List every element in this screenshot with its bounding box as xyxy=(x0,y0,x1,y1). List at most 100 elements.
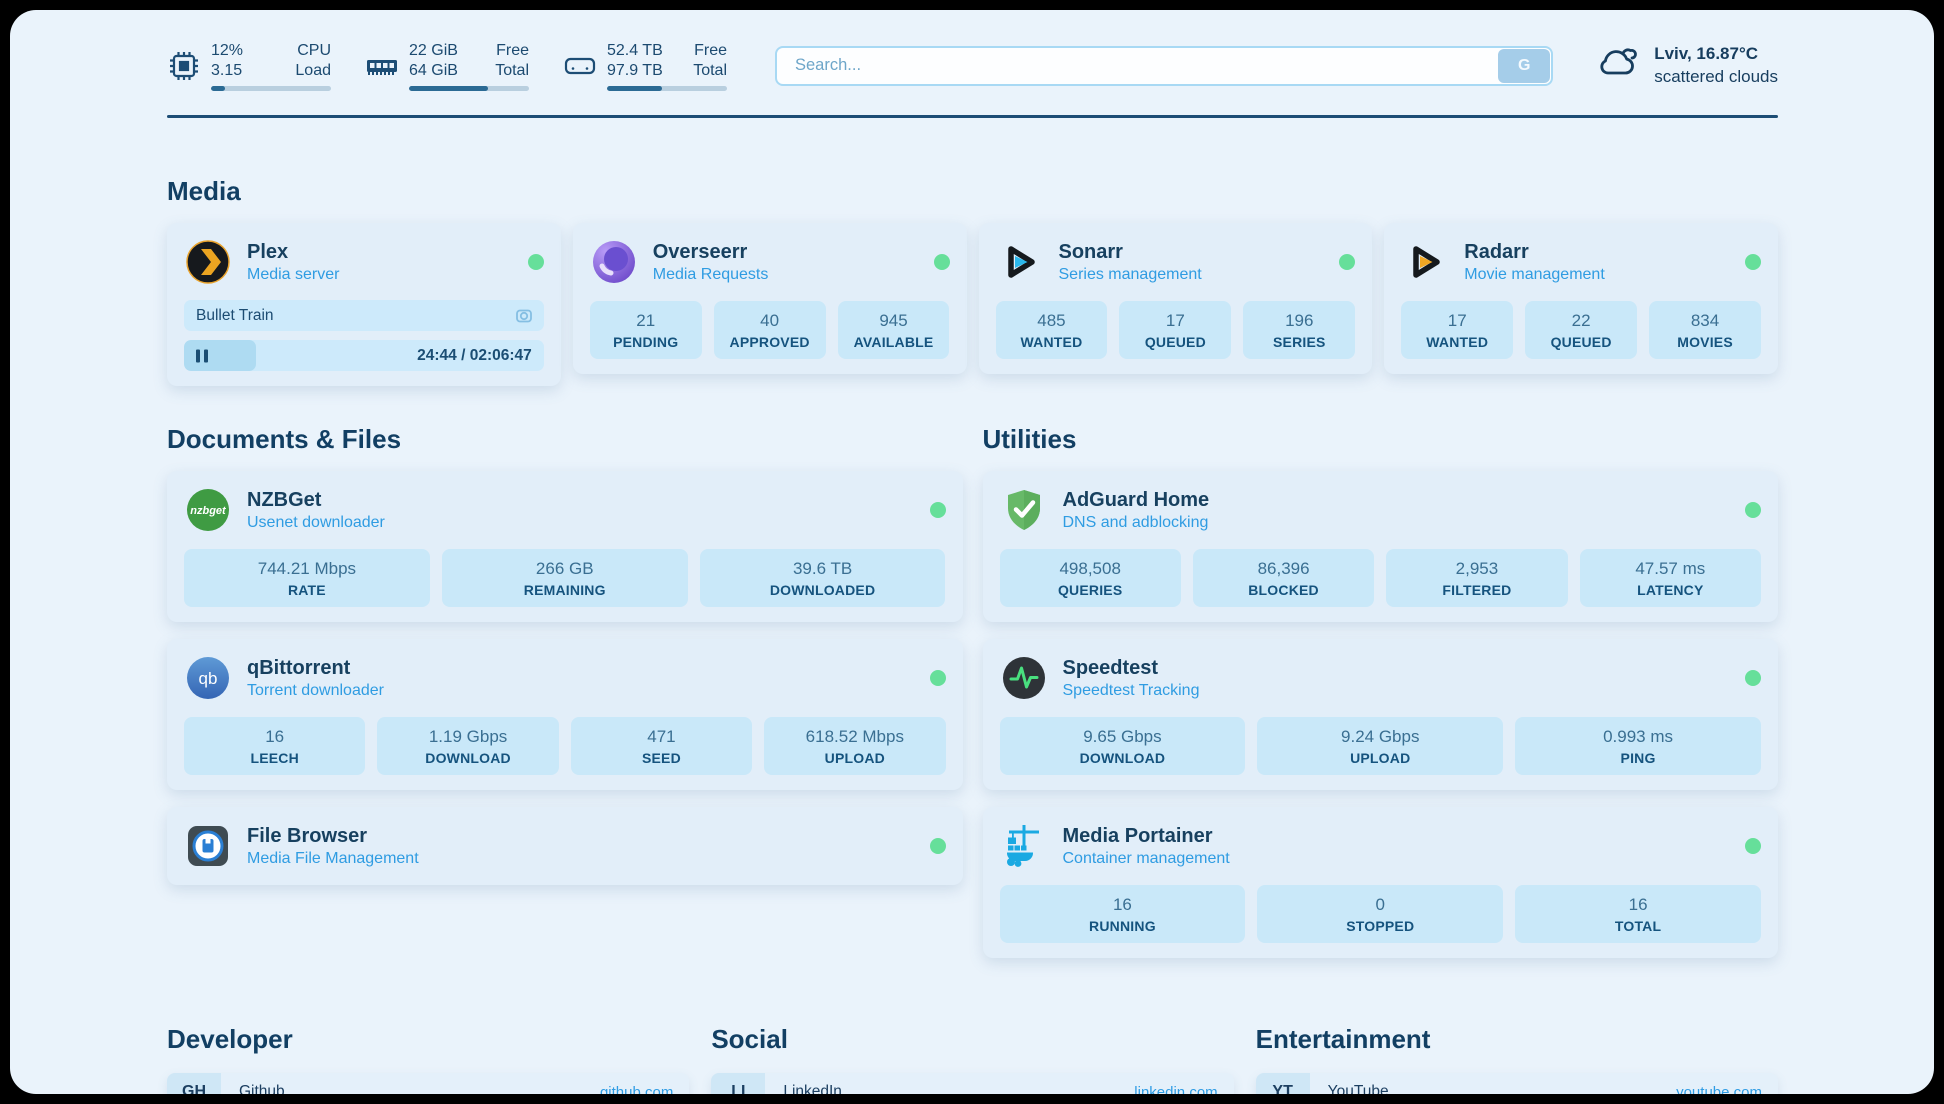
search-bar: G xyxy=(775,45,1554,86)
bookmark-github[interactable]: GH Github github.com xyxy=(167,1073,690,1095)
resource-widgets: 12% 3.15 CPU Load xyxy=(167,41,727,91)
cpu-load-label: Load xyxy=(295,61,331,79)
card-plex[interactable]: Plex Media server Bullet Train xyxy=(167,223,561,386)
disk-widget: 52.4 TB 97.9 TB Free Total xyxy=(563,41,727,91)
sonarr-icon xyxy=(996,238,1044,286)
now-playing-progress[interactable]: 24:44 / 02:06:47 xyxy=(184,340,544,371)
cpu-widget: 12% 3.15 CPU Load xyxy=(167,41,331,91)
stat-stopped: 0 STOPPED xyxy=(1257,885,1504,943)
stat-approved: 40 APPROVED xyxy=(713,301,826,359)
bookmark-name: Github xyxy=(239,1083,285,1094)
card-subtitle: Media File Management xyxy=(247,849,419,867)
stat-wanted: 485 WANTED xyxy=(995,301,1108,359)
section-heading-utilities: Utilities xyxy=(982,424,1077,454)
search-input[interactable] xyxy=(775,45,1554,86)
stat-rate: 744.21 Mbps RATE xyxy=(184,549,430,607)
bookmark-youtube[interactable]: YT YouTube youtube.com xyxy=(1255,1073,1778,1095)
card-subtitle: Series management xyxy=(1058,265,1202,283)
stat-running: 16 RUNNING xyxy=(999,885,1246,943)
bookmark-group-social: Social LI LinkedIn linkedin.com TW Twitt… xyxy=(711,1024,1234,1094)
stat-available: 945 AVAILABLE xyxy=(837,301,950,359)
stat-queries: 498,508 QUERIES xyxy=(999,549,1181,607)
disk-progress-bar xyxy=(607,85,727,91)
memory-icon xyxy=(365,49,399,83)
camera-icon[interactable] xyxy=(514,306,534,326)
stat-upload: 9.24 Gbps UPLOAD xyxy=(1257,717,1504,775)
status-dot xyxy=(527,254,544,270)
card-qbittorrent[interactable]: qb qBittorrent Torrent downloader 16 LEE… xyxy=(167,639,963,790)
status-dot xyxy=(1745,254,1761,270)
card-subtitle: Media server xyxy=(247,265,340,283)
card-title: Radarr xyxy=(1464,240,1529,263)
card-subtitle: DNS and adblocking xyxy=(1062,513,1209,531)
stat-download: 9.65 Gbps DOWNLOAD xyxy=(999,717,1246,775)
card-adguard[interactable]: AdGuard Home DNS and adblocking 498,508 … xyxy=(982,471,1778,622)
memory-total-value: 64 GiB xyxy=(409,61,458,79)
weather-condition: scattered clouds xyxy=(1654,66,1778,86)
card-title: Media Portainer xyxy=(1062,824,1213,847)
memory-free-value: 22 GiB xyxy=(409,41,458,59)
status-dot xyxy=(933,254,950,270)
header: 12% 3.15 CPU Load xyxy=(167,40,1778,91)
bookmark-url: youtube.com xyxy=(1676,1083,1762,1095)
section-heading-media: Media xyxy=(167,176,241,206)
status-dot xyxy=(929,838,946,854)
header-divider xyxy=(167,115,1778,118)
memory-progress-bar xyxy=(409,85,529,91)
search-provider-button[interactable]: G xyxy=(1498,48,1551,83)
bookmark-linkedin[interactable]: LI LinkedIn linkedin.com xyxy=(711,1073,1234,1094)
card-title: AdGuard Home xyxy=(1062,488,1210,511)
status-dot xyxy=(1745,838,1761,854)
card-portainer[interactable]: Media Portainer Container management 16 … xyxy=(982,807,1778,958)
bookmark-abbr: YT xyxy=(1255,1073,1310,1094)
section-utilities: Utilities AdGuard Home xyxy=(982,424,1778,958)
cpu-progress-bar xyxy=(211,85,331,91)
pause-icon[interactable] xyxy=(196,349,208,362)
card-filebrowser[interactable]: File Browser Media File Management xyxy=(167,807,963,885)
adguard-icon xyxy=(1000,486,1048,534)
svg-text:nzbget: nzbget xyxy=(190,505,227,517)
cpu-usage-value: 12% xyxy=(211,41,244,59)
disk-free-label: Free xyxy=(694,41,727,59)
card-overseerr[interactable]: Overseerr Media Requests 21 PENDING 40 A… xyxy=(572,223,967,374)
svg-text:qb: qb xyxy=(199,669,218,688)
disk-total-label: Total xyxy=(693,61,727,79)
card-radarr[interactable]: Radarr Movie management 17 WANTED 22 QUE… xyxy=(1384,223,1778,374)
section-heading-social: Social xyxy=(711,1024,788,1054)
stat-ping: 0.993 ms PING xyxy=(1515,717,1761,775)
stat-queued: 22 QUEUED xyxy=(1525,301,1638,359)
weather-location: Lviv, 16.87°C xyxy=(1654,43,1759,63)
status-dot xyxy=(1745,502,1761,518)
now-playing-time: 24:44 / 02:06:47 xyxy=(417,346,532,364)
radarr-icon xyxy=(1401,238,1449,286)
card-title: Plex xyxy=(247,240,289,263)
card-nzbget[interactable]: nzbget NZBGet Usenet downloader 744.21 M… xyxy=(167,471,963,622)
card-subtitle: Media Requests xyxy=(652,265,769,283)
section-heading-entertainment: Entertainment xyxy=(1255,1024,1431,1054)
card-title: Sonarr xyxy=(1058,240,1123,263)
card-subtitle: Container management xyxy=(1062,849,1230,867)
card-sonarr[interactable]: Sonarr Series management 485 WANTED 17 Q… xyxy=(978,223,1373,374)
stat-leech: 16 LEECH xyxy=(184,717,366,775)
card-title: qBittorrent xyxy=(247,656,351,679)
stat-downloaded: 39.6 TB DOWNLOADED xyxy=(699,549,946,607)
portainer-icon xyxy=(1000,822,1048,870)
section-heading-developer: Developer xyxy=(167,1024,293,1054)
status-dot xyxy=(929,502,946,518)
stat-remaining: 266 GB REMAINING xyxy=(441,549,688,607)
disk-icon xyxy=(563,49,597,83)
stat-queued: 17 QUEUED xyxy=(1119,301,1232,359)
card-speedtest[interactable]: Speedtest Speedtest Tracking 9.65 Gbps D… xyxy=(982,639,1778,790)
stat-wanted: 17 WANTED xyxy=(1401,301,1514,359)
disk-free-value: 52.4 TB xyxy=(607,41,663,59)
bookmark-abbr: GH xyxy=(167,1073,221,1094)
card-title: File Browser xyxy=(247,824,368,847)
speedtest-icon xyxy=(1000,654,1048,702)
status-dot xyxy=(1745,670,1761,686)
cloud-icon xyxy=(1595,40,1641,91)
card-subtitle: Torrent downloader xyxy=(247,681,384,699)
cpu-usage-label: CPU xyxy=(297,41,331,59)
bookmark-name: YouTube xyxy=(1327,1083,1389,1094)
bookmark-url: github.com xyxy=(599,1083,674,1095)
card-title: Overseerr xyxy=(652,240,748,263)
